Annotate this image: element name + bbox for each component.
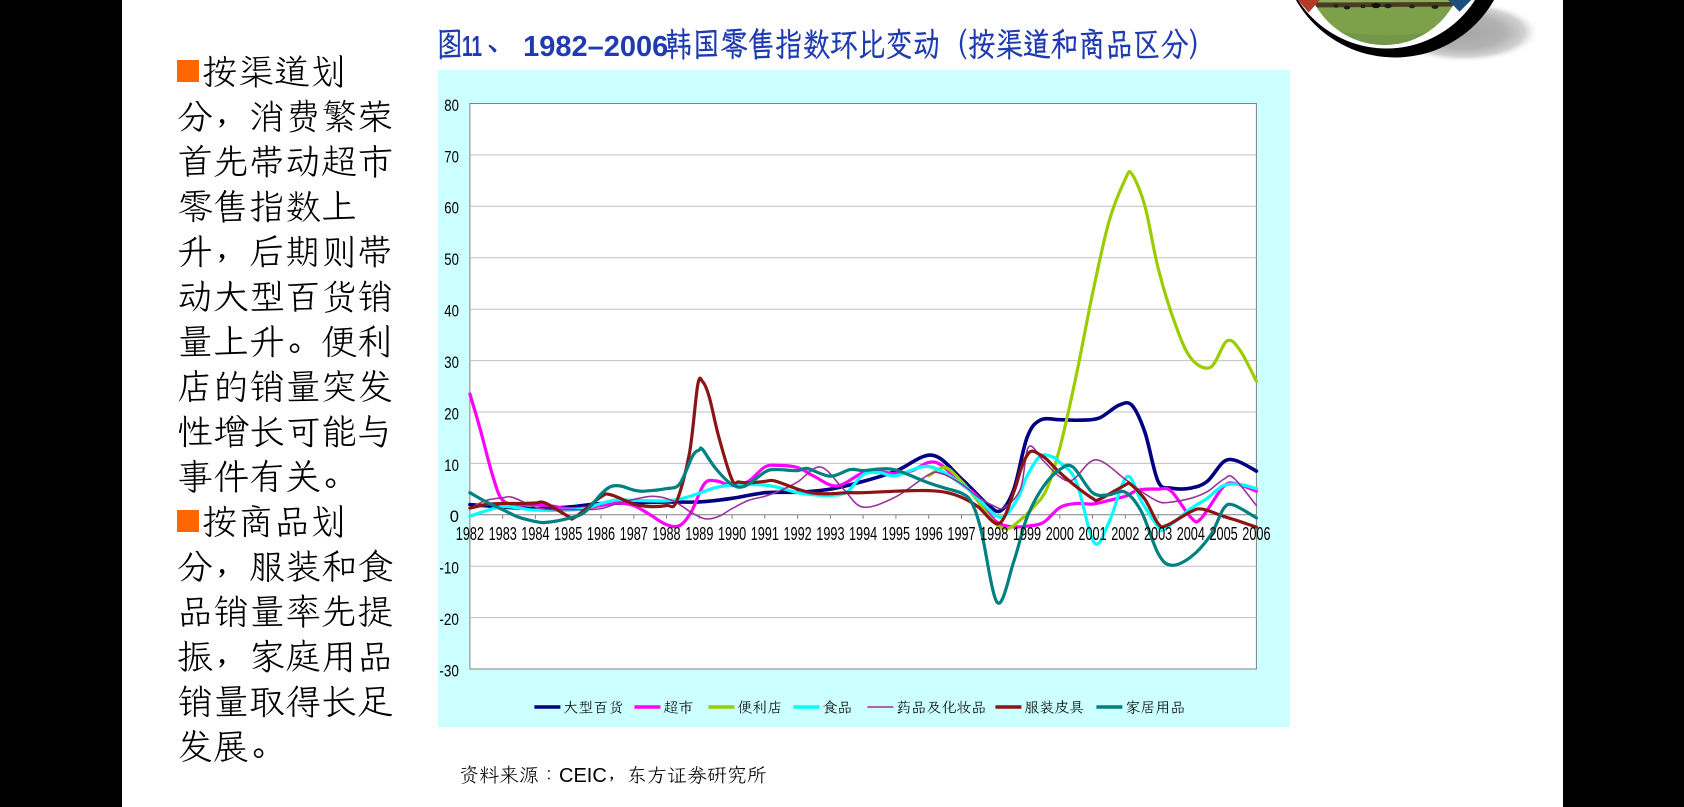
svg-text:80: 80 (444, 97, 459, 115)
svg-text:0: 0 (449, 508, 458, 526)
svg-text:1985: 1985 (554, 523, 582, 544)
svg-text:1984: 1984 (521, 523, 549, 544)
svg-text:超市: 超市 (663, 699, 693, 718)
svg-text:1992: 1992 (783, 523, 811, 544)
svg-text:1986: 1986 (586, 523, 614, 544)
svg-text:2006: 2006 (1242, 523, 1270, 544)
svg-text:1990: 1990 (718, 523, 746, 544)
svg-text:1991: 1991 (750, 523, 778, 544)
svg-text:2000: 2000 (1045, 523, 1073, 544)
svg-text:大型百货: 大型百货 (563, 699, 623, 718)
svg-text:30: 30 (444, 354, 459, 372)
svg-text:2003: 2003 (1144, 523, 1172, 544)
svg-text:2002: 2002 (1111, 523, 1139, 544)
svg-text:1995: 1995 (881, 523, 909, 544)
svg-text:70: 70 (444, 148, 459, 166)
svg-text:50: 50 (444, 251, 459, 269)
svg-text:家居用品: 家居用品 (1125, 699, 1185, 718)
svg-text:-10: -10 (439, 560, 459, 578)
svg-text:40: 40 (444, 303, 459, 321)
svg-text:2005: 2005 (1209, 523, 1237, 544)
svg-text:1987: 1987 (619, 523, 647, 544)
svg-text:2004: 2004 (1176, 523, 1204, 544)
svg-text:60: 60 (444, 200, 459, 218)
svg-text:食品: 食品 (822, 699, 852, 718)
svg-text:1982: 1982 (455, 523, 483, 544)
svg-text:1996: 1996 (914, 523, 942, 544)
svg-text:1988: 1988 (652, 523, 680, 544)
svg-text:1989: 1989 (685, 523, 713, 544)
svg-text:1998: 1998 (980, 523, 1008, 544)
svg-text:10: 10 (444, 457, 459, 475)
svg-text:1983: 1983 (488, 523, 516, 544)
svg-text:1997: 1997 (947, 523, 975, 544)
svg-text:便利店: 便利店 (737, 699, 782, 718)
svg-text:2001: 2001 (1078, 523, 1106, 544)
svg-text:-20: -20 (439, 611, 459, 629)
svg-text:服装皮具: 服装皮具 (1024, 699, 1084, 718)
svg-text:1999: 1999 (1012, 523, 1040, 544)
svg-text:20: 20 (444, 405, 459, 423)
svg-text:1994: 1994 (849, 523, 877, 544)
svg-text:-30: -30 (439, 662, 459, 680)
svg-text:1993: 1993 (816, 523, 844, 544)
svg-text:药品及化妆品: 药品及化妆品 (896, 699, 986, 718)
